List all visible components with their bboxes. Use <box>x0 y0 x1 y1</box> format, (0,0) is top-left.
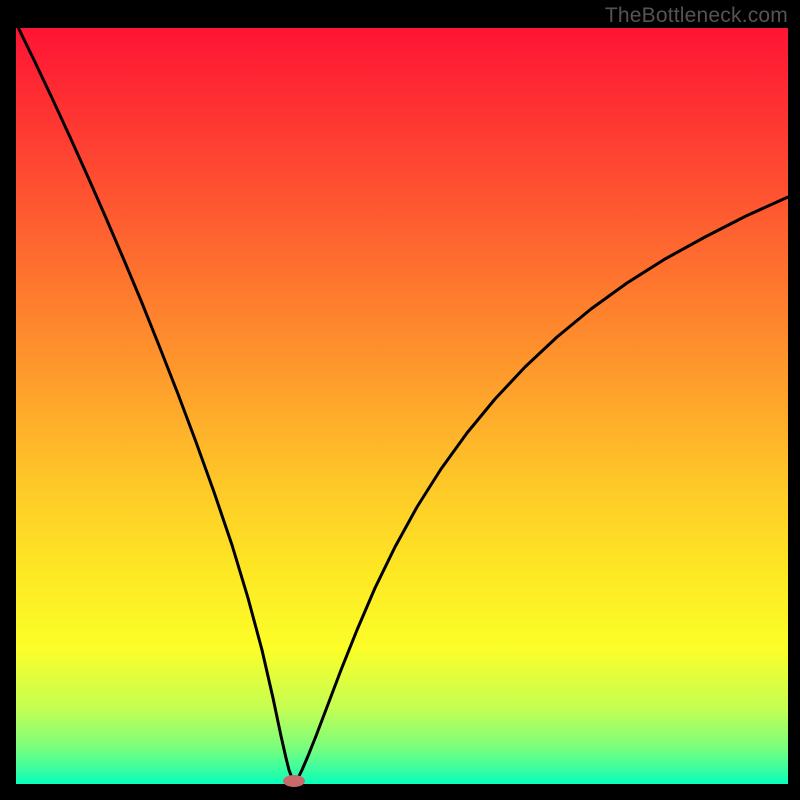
watermark-text: TheBottleneck.com <box>605 4 788 28</box>
bottleneck-chart-svg <box>0 0 800 800</box>
curve-minimum-marker <box>283 775 305 787</box>
bottleneck-chart-root: TheBottleneck.com <box>0 0 800 800</box>
plot-background <box>16 28 788 784</box>
